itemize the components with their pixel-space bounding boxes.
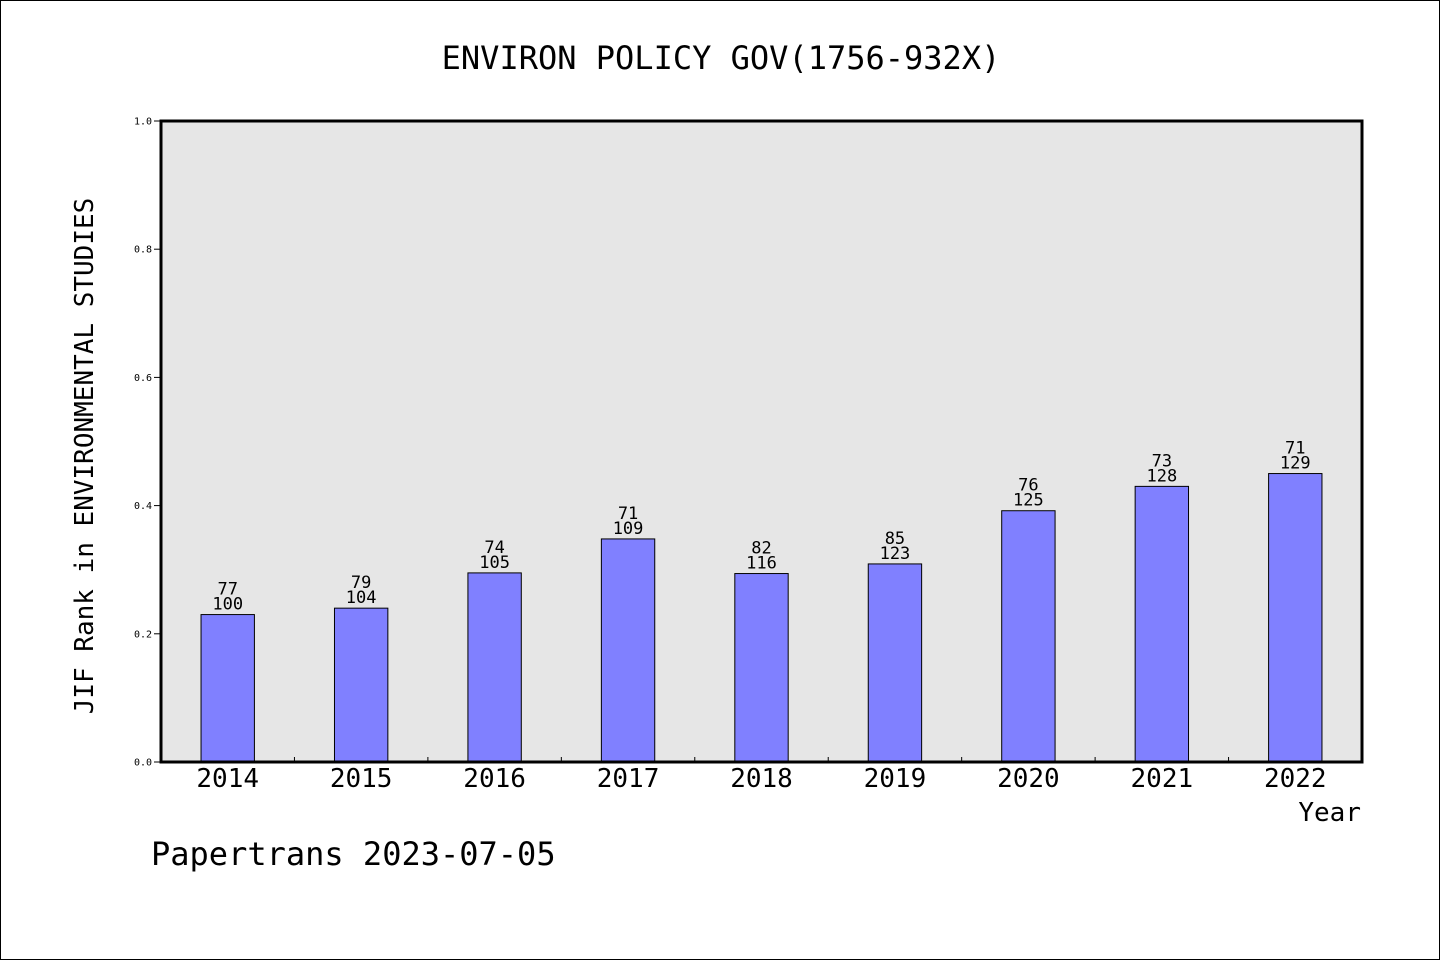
x-tick-label: 2017 bbox=[597, 764, 660, 794]
x-axis-label: Year bbox=[1298, 798, 1361, 828]
x-tick-label: 2018 bbox=[730, 764, 793, 794]
bar-rank-label: 85 bbox=[885, 529, 905, 549]
x-tick-label: 2019 bbox=[864, 764, 927, 794]
x-tick-label: 2020 bbox=[997, 764, 1060, 794]
bar-rank-label: 71 bbox=[1285, 439, 1305, 459]
bar bbox=[1268, 473, 1323, 763]
bar-total-label: 109 bbox=[613, 519, 644, 539]
y-tick-label: 0.2 bbox=[134, 629, 152, 640]
chart-title: ENVIRON POLICY GOV(1756-932X) bbox=[442, 39, 1001, 77]
bar-total-label: 128 bbox=[1146, 466, 1177, 486]
x-tick-label: 2014 bbox=[196, 764, 259, 794]
bar bbox=[467, 572, 522, 763]
bar-rank-label: 74 bbox=[484, 538, 504, 558]
bar-total-label: 105 bbox=[479, 553, 510, 573]
bar-rank-label: 71 bbox=[618, 504, 638, 524]
plot-border bbox=[159, 119, 1364, 764]
bar bbox=[200, 614, 255, 763]
bar bbox=[600, 538, 656, 763]
bar-rank-label: 73 bbox=[1152, 451, 1172, 471]
y-tick-label: 1.0 bbox=[134, 117, 152, 128]
x-tick-label: 2021 bbox=[1131, 764, 1194, 794]
footer-text: Papertrans 2023-07-05 bbox=[151, 835, 556, 873]
bar-rank-label: 76 bbox=[1018, 476, 1038, 496]
bar-rank-label: 79 bbox=[351, 573, 371, 593]
bar-total-label: 104 bbox=[346, 588, 377, 608]
bar-series: 7710079104741057110982116851237612573128… bbox=[200, 439, 1323, 763]
x-tick-label: 2015 bbox=[330, 764, 393, 794]
x-tick-label: 2016 bbox=[463, 764, 526, 794]
bar-total-label: 100 bbox=[212, 595, 243, 615]
y-tick-label: 0.4 bbox=[134, 501, 152, 512]
bar bbox=[734, 573, 789, 763]
bar bbox=[867, 563, 923, 763]
x-tick-label: 2022 bbox=[1264, 764, 1327, 794]
y-axis: 0.0 0.2 0.4 0.6 0.8 1.0 bbox=[134, 117, 161, 769]
y-tick-label: 0.0 bbox=[134, 758, 152, 769]
y-tick-label: 0.6 bbox=[134, 373, 152, 384]
y-axis-label: JIF Rank in ENVIRONMENTAL STUDIES bbox=[70, 198, 100, 715]
bar bbox=[1134, 485, 1190, 763]
bar-total-label: 129 bbox=[1280, 454, 1311, 474]
bar-rank-label: 82 bbox=[751, 539, 771, 559]
bar-total-label: 123 bbox=[880, 544, 911, 564]
bar-total-label: 116 bbox=[746, 554, 777, 574]
y-tick-label: 0.8 bbox=[134, 245, 152, 256]
bar-rank-label: 77 bbox=[217, 580, 237, 600]
x-axis: 2014 2015 2016 2017 2018 2019 2020 2021 2022 bbox=[196, 757, 1327, 794]
bar bbox=[1001, 510, 1056, 763]
bar-total-label: 125 bbox=[1013, 491, 1044, 511]
bar bbox=[333, 607, 389, 763]
